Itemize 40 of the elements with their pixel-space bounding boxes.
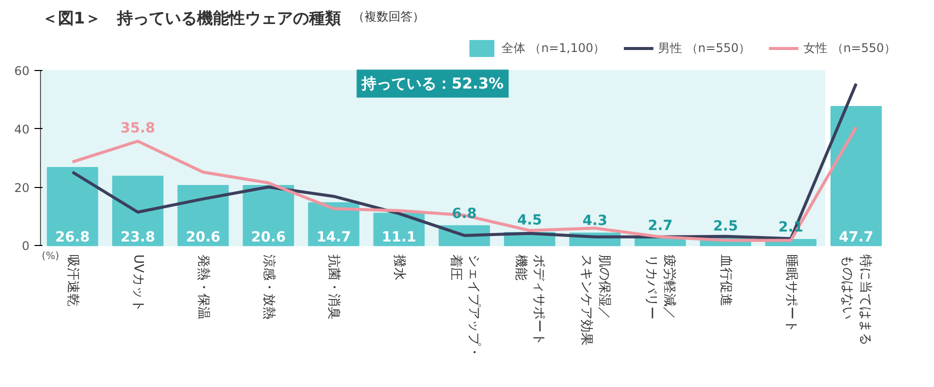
y-tick-label: 40 (14, 122, 30, 136)
bar (830, 106, 882, 246)
legend-label: 男性 （n=550） (658, 40, 751, 56)
data-label: 4.5 (517, 212, 542, 229)
legend-label: 女性 （n=550） (804, 40, 896, 56)
chart-subtitle: （複数回答） (352, 9, 424, 24)
data-label: 23.8 (120, 229, 156, 246)
text: (%) (42, 250, 60, 262)
data-label: 26.8 (55, 229, 90, 246)
x-tick-label: 睡眠サポート (783, 254, 798, 332)
bar (112, 176, 164, 246)
data-label: 2.7 (648, 218, 673, 234)
x-tick-label: 吸汗速乾 (65, 254, 80, 306)
data-label: 47.7 (838, 229, 874, 246)
x-tick-label: 肌の保湿／スキンケア効果 (578, 254, 612, 346)
x-tick-label: 特に当てはまるものはない (840, 254, 873, 346)
bar (46, 166, 98, 246)
x-tick-label: 涼感・放熱 (260, 254, 276, 320)
data-label: 6.8 (452, 206, 477, 222)
data-label: 20.6 (251, 229, 286, 246)
data-label: 20.6 (186, 229, 220, 246)
data-label: 11.1 (382, 229, 416, 246)
data-label: 35.8 (120, 120, 156, 136)
x-tick-label: 疲労軽減／リカバリー (644, 254, 677, 320)
y-tick-label: 0 (22, 239, 30, 254)
x-tick-label: 抗菌・消臭 (326, 254, 342, 320)
x-tick-label: ボディサポート機能 (513, 254, 546, 346)
y-tick-label: 20 (14, 180, 30, 195)
x-tick-label: UVカット (130, 254, 146, 312)
data-label: 14.7 (316, 229, 351, 246)
data-label: 4.3 (582, 213, 608, 230)
y-tick-label: 60 (14, 64, 30, 78)
x-tick-label: 血行促進 (718, 254, 734, 306)
band-label: 持っている：52.3% (360, 74, 504, 93)
x-tick-label: 発熱・保温 (196, 254, 211, 320)
data-label: 2.5 (713, 218, 738, 234)
x-tick-label: シェイプアップ・着圧 (448, 254, 481, 358)
x-tick-label: 撥水 (392, 254, 407, 280)
chart-title: ＜図1＞ 持っている機能性ウェアの種類 (42, 8, 341, 28)
legend-label: 全体 （n=1,100） (501, 40, 606, 56)
